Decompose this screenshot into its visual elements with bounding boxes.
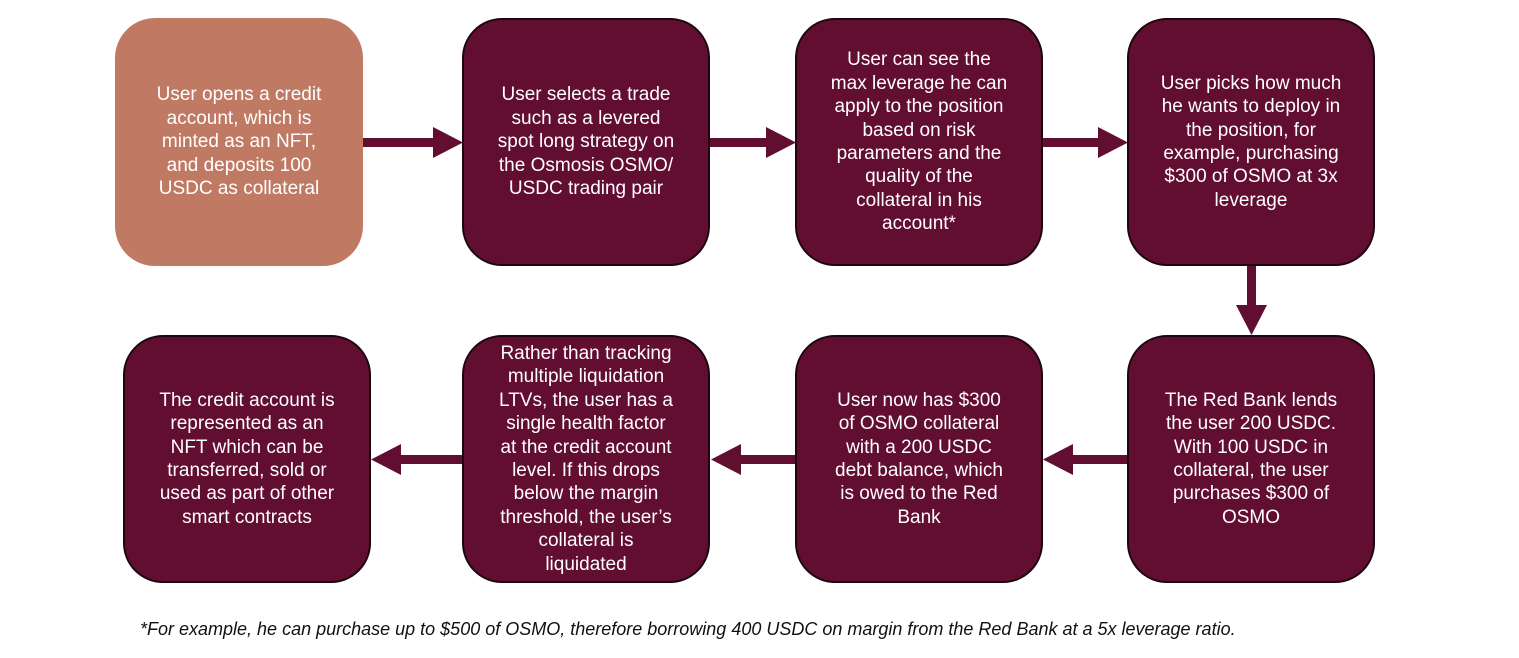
arrow-right-1-2: [363, 127, 463, 158]
footnote: *For example, he can purchase up to $500…: [140, 619, 1236, 639]
arrow-down-4-5: [1236, 266, 1267, 335]
step-nft-transferable: The credit account is represented as an …: [123, 335, 371, 583]
arrow-left-7-8: [371, 444, 464, 475]
step-pick-amount: User picks how much he wants to deploy i…: [1127, 18, 1375, 266]
step-debt-balance: User now has $300 of OSMO collateral wit…: [795, 335, 1043, 583]
step-health-factor: Rather than tracking multiple liquidatio…: [462, 335, 710, 583]
arrow-left-6-7: [711, 444, 797, 475]
arrow-left-5-6: [1043, 444, 1129, 475]
step-see-max-leverage: User can see the max leverage he can app…: [795, 18, 1043, 266]
step-open-credit-account-text: User opens a credit account, which is mi…: [156, 84, 322, 200]
step-pick-amount-text: User picks how much he wants to deploy i…: [1160, 72, 1342, 211]
step-open-credit-account: User opens a credit account, which is mi…: [115, 18, 363, 266]
step-see-max-leverage-text: User can see the max leverage he can app…: [830, 49, 1008, 235]
step-red-bank-lends: The Red Bank lends the user 200 USDC. Wi…: [1127, 335, 1375, 583]
step-nft-transferable-text: The credit account is represented as an …: [159, 389, 335, 528]
step-debt-balance-text: User now has $300 of OSMO collateral wit…: [835, 389, 1003, 528]
step-red-bank-lends-text: The Red Bank lends the user 200 USDC. Wi…: [1164, 389, 1338, 528]
step-select-trade: User selects a trade such as a levered s…: [462, 18, 710, 266]
step-select-trade-text: User selects a trade such as a levered s…: [497, 84, 675, 200]
arrow-right-3-4: [1043, 127, 1128, 158]
step-health-factor-text: Rather than tracking multiple liquidatio…: [499, 342, 673, 575]
arrow-right-2-3: [710, 127, 796, 158]
